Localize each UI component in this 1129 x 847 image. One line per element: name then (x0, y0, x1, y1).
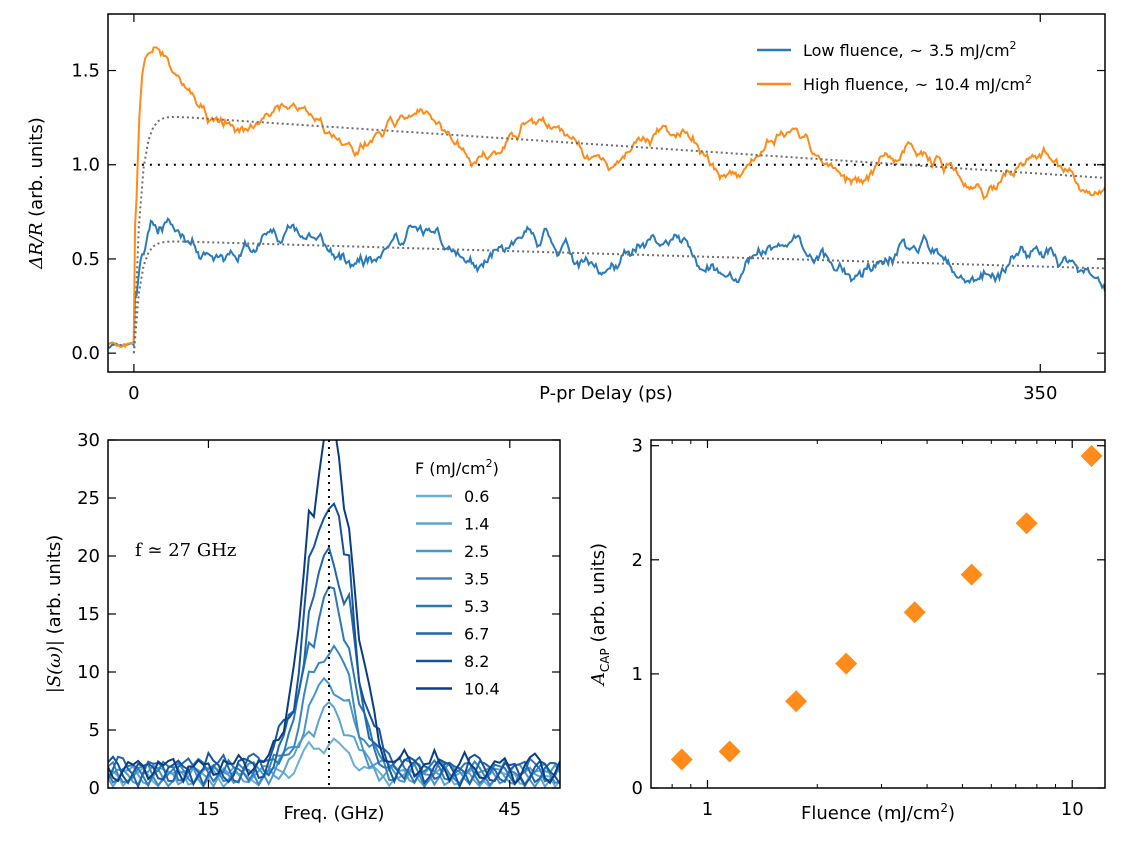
fft-legend-title-sup: 2 (486, 457, 493, 470)
legend-high-name: High fluence, (803, 75, 909, 94)
fft-series-10.4 (108, 440, 560, 786)
legend-low-fluence: 3.5 mJ/cm (929, 41, 1010, 60)
fft-legend-title-main: F (mJ/cm (415, 459, 486, 478)
top-ytick-label: 0.0 (71, 343, 100, 364)
fft-panel: 15 45 0 5 10 15 20 25 30 Freq. (GHz) |S(ω)| (arb… (44, 430, 561, 824)
amp-plot-frame (650, 439, 1106, 789)
amp-point (903, 601, 926, 624)
amp-ylabel-math: A (588, 672, 609, 687)
legend-high-tilde: ~ (915, 75, 928, 94)
top-ylabel: ΔR/R (arb. units) (26, 117, 47, 270)
fft-series-8.2 (108, 501, 560, 788)
fft-ytick-label: 25 (77, 488, 100, 509)
amp-point (718, 740, 741, 763)
amp-ylabel-text: (arb. units) (588, 543, 609, 648)
top-panel: 0 350 0.0 0.5 1.0 1.5 P-pr Delay (ps) ΔR/R (a… (26, 13, 1106, 404)
fft-ytick-label: 0 (89, 778, 100, 799)
top-xlabel: P-pr Delay (ps) (539, 383, 673, 404)
amp-ytick-label: 2 (632, 550, 643, 571)
fft-annotation: f ≃ 27 GHz (135, 540, 236, 561)
top-legend: Low fluence, ~3.5 mJ/cm2 High fluence, ~10… (757, 39, 1032, 94)
top-ticks: 0 350 0.0 0.5 1.0 1.5 (71, 14, 1105, 404)
fft-ytick-label: 5 (89, 720, 100, 741)
fft-series-0.6 (108, 737, 560, 788)
top-xtick-label: 0 (128, 383, 139, 404)
fft-legend-label: 5.3 (464, 597, 489, 616)
fft-legend-label: 1.4 (464, 515, 489, 534)
fft-ytick-label: 15 (77, 604, 100, 625)
top-plot-frame (107, 13, 1106, 373)
top-series-high (108, 46, 1105, 349)
fft-ylabel-text: (arb. units) (44, 535, 65, 640)
amp-point (835, 652, 858, 675)
fft-series-6.7 (108, 545, 560, 788)
fft-xtick-label: 45 (498, 799, 521, 820)
top-xtick-label: 350 (1023, 383, 1057, 404)
fft-ylabel-math: |S(ω)| (44, 640, 65, 693)
fft-ticks: 15 45 0 5 10 15 20 25 30 (77, 430, 560, 820)
amp-point (960, 563, 983, 586)
fft-legend-label: 2.5 (464, 542, 489, 561)
amp-xlabel-sup: 2 (940, 801, 948, 815)
fft-legend-label: 10.4 (464, 680, 500, 699)
top-fit-low (132, 240, 1105, 354)
amp-xlabel-main: Fluence (mJ/cm (801, 803, 940, 824)
amp-point (670, 748, 693, 771)
amp-xtick-label: 1 (702, 799, 713, 820)
amp-ylabel-sub: CAP (598, 648, 612, 672)
top-series-low (108, 216, 1105, 349)
amp-xlabel: Fluence (mJ/cm2) (801, 801, 955, 824)
amp-ytick-label: 0 (632, 778, 643, 799)
fft-legend-title: F (mJ/cm2) (415, 457, 499, 478)
fft-ytick-label: 20 (77, 546, 100, 567)
amp-point (1015, 512, 1038, 535)
fft-series-group (108, 440, 560, 788)
legend-low-name: Low fluence, (803, 41, 904, 60)
legend-high-sup: 2 (1025, 73, 1032, 86)
top-ytick-label: 1.0 (71, 155, 100, 176)
top-series-group (108, 46, 1105, 354)
fft-legend-label: 8.2 (464, 652, 489, 671)
top-ytick-label: 1.5 (71, 61, 100, 82)
legend-low-label: Low fluence, ~3.5 mJ/cm2 (803, 39, 1017, 60)
legend-high-fluence: 10.4 mJ/cm (934, 75, 1025, 94)
fft-legend-label: 6.7 (464, 625, 489, 644)
fft-xtick-label: 15 (197, 799, 220, 820)
fft-ytick-label: 30 (77, 430, 100, 451)
legend-low-sup: 2 (1010, 39, 1017, 52)
amp-ylabel: ACAP (arb. units) (588, 543, 612, 687)
amp-ticks: 1 10 0 1 2 3 (632, 436, 1105, 820)
top-ylabel-text: (arb. units) (26, 117, 47, 222)
amp-ytick-label: 3 (632, 436, 643, 457)
fft-legend: F (mJ/cm2) 0.6 1.4 2.5 3.5 5.3 6.7 8.2 10.4 (415, 457, 500, 699)
fft-ytick-label: 10 (77, 662, 100, 683)
amp-point (1080, 444, 1103, 467)
amp-xtick-label: 10 (1061, 799, 1084, 820)
fft-legend-title-close: ) (493, 459, 499, 478)
legend-low-tilde: ~ (910, 41, 923, 60)
legend-high-label: High fluence, ~10.4 mJ/cm2 (803, 73, 1032, 94)
fft-ylabel: |S(ω)| (arb. units) (44, 535, 65, 694)
fft-legend-label: 0.6 (464, 487, 489, 506)
top-ytick-label: 0.5 (71, 249, 100, 270)
top-fit-high (132, 116, 1105, 354)
fft-plot-frame (107, 439, 561, 789)
amp-points-group (670, 444, 1103, 771)
fft-xlabel: Freq. (GHz) (284, 803, 385, 824)
amp-xlabel-close: ) (948, 803, 955, 824)
amp-point (785, 690, 808, 713)
amp-ytick-label: 1 (632, 664, 643, 685)
fft-legend-label: 3.5 (464, 570, 489, 589)
top-ylabel-math: ΔR/R (26, 223, 47, 270)
